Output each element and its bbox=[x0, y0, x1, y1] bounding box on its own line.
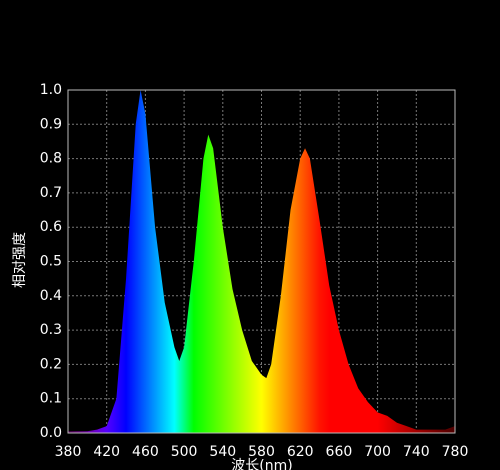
x-tick-label: 460 bbox=[132, 444, 159, 460]
x-tick-label: 420 bbox=[93, 444, 120, 460]
x-tick-label: 540 bbox=[209, 444, 236, 460]
y-tick-label: 0.9 bbox=[40, 116, 62, 132]
y-tick-label: 0.8 bbox=[40, 151, 62, 167]
y-tick-label: 0.0 bbox=[40, 425, 62, 441]
y-tick-label: 1.0 bbox=[40, 82, 62, 98]
plot-frame bbox=[67, 89, 456, 434]
spectrum-area bbox=[68, 90, 455, 433]
x-tick-label: 580 bbox=[248, 444, 275, 460]
y-axis-label: 相对强度 bbox=[12, 232, 28, 288]
y-tick-label: 0.4 bbox=[40, 288, 62, 304]
y-tick-label: 0.3 bbox=[40, 322, 62, 338]
x-tick-label: 660 bbox=[326, 444, 353, 460]
x-tick-label: 620 bbox=[287, 444, 314, 460]
y-tick-label: 0.5 bbox=[40, 254, 62, 270]
x-tick-label: 740 bbox=[403, 444, 430, 460]
y-tick-label: 0.1 bbox=[40, 391, 62, 407]
y-tick-label: 0.2 bbox=[40, 356, 62, 372]
y-tick-label: 0.7 bbox=[40, 185, 62, 201]
y-tick-label: 0.6 bbox=[40, 219, 62, 235]
x-tick-label: 780 bbox=[442, 444, 469, 460]
x-tick-label: 500 bbox=[171, 444, 198, 460]
x-tick-label: 700 bbox=[364, 444, 391, 460]
x-axis-label: 波长(nm) bbox=[231, 458, 292, 470]
x-tick-label: 380 bbox=[55, 444, 82, 460]
